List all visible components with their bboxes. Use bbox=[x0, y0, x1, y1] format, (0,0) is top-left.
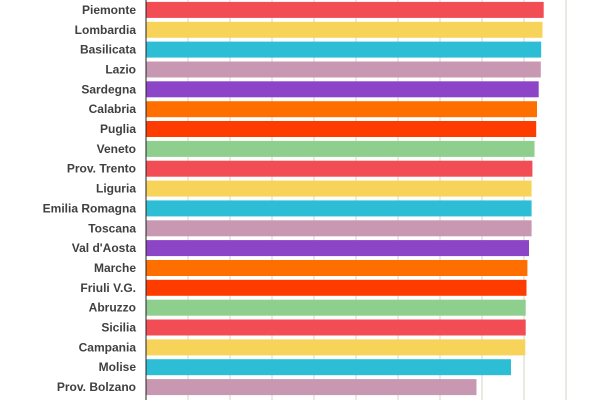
category-label: Emilia Romagna bbox=[43, 201, 137, 215]
category-label: Lazio bbox=[105, 63, 136, 77]
bar bbox=[146, 140, 535, 157]
bar bbox=[146, 319, 526, 336]
category-labels: Piemonte Lombardia Basilicata Lazio Sardegna… bbox=[43, 3, 137, 394]
category-label: Prov. Trento bbox=[67, 162, 136, 176]
bar bbox=[146, 220, 532, 237]
bar bbox=[146, 359, 511, 376]
bar bbox=[146, 41, 542, 58]
category-label: Abruzzo bbox=[89, 301, 136, 315]
category-label: Campania bbox=[79, 340, 137, 354]
category-label: Basilicata bbox=[80, 43, 136, 57]
category-label: Lombardia bbox=[75, 23, 137, 37]
category-label: Molise bbox=[99, 360, 137, 374]
category-label: Sardegna bbox=[81, 82, 136, 96]
bar bbox=[146, 260, 528, 276]
bar bbox=[146, 339, 526, 356]
bars bbox=[146, 1, 544, 396]
bar bbox=[146, 21, 543, 38]
bar bbox=[146, 160, 533, 177]
category-label: Puglia bbox=[100, 122, 136, 136]
category-label: Calabria bbox=[89, 102, 137, 116]
category-label: Veneto bbox=[97, 142, 136, 156]
bar bbox=[146, 200, 532, 217]
category-label: Liguria bbox=[96, 182, 136, 196]
bar bbox=[146, 379, 477, 396]
bar bbox=[146, 180, 532, 197]
category-label: Sicilia bbox=[101, 321, 136, 335]
category-label: Prov. Bolzano bbox=[57, 380, 136, 394]
bar bbox=[146, 299, 526, 316]
category-label: Piemonte bbox=[82, 3, 136, 17]
category-label: Toscana bbox=[88, 221, 136, 235]
bar bbox=[146, 1, 544, 18]
category-label: Val d'Aosta bbox=[72, 241, 137, 255]
bar bbox=[146, 279, 527, 296]
bar bbox=[146, 121, 537, 137]
bar bbox=[146, 240, 529, 257]
category-label: Friuli V.G. bbox=[80, 281, 136, 295]
bar bbox=[146, 61, 541, 78]
category-label: Marche bbox=[94, 261, 136, 275]
bar bbox=[146, 81, 539, 98]
bar bbox=[146, 101, 537, 118]
